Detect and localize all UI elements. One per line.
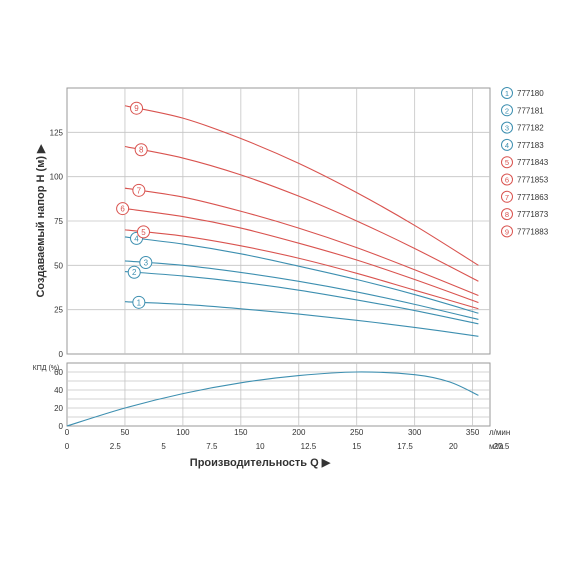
legend-marker-label: 1 <box>505 89 509 98</box>
x-tick-label-m3h: 17.5 <box>397 442 413 451</box>
x-tick-label-m3h: 5 <box>161 442 166 451</box>
curve-marker-5 <box>136 225 150 239</box>
head-y-tick-label: 0 <box>59 350 64 359</box>
legend-item-label: 777180 <box>517 89 544 98</box>
legend-item-label: 7771863 <box>517 193 549 202</box>
curve-marker-1 <box>132 295 146 309</box>
legend-marker-5 <box>501 156 513 169</box>
x-tick-label-lpm: 0 <box>65 428 70 437</box>
efficiency-plot-area <box>66 362 491 427</box>
legend-item-label: 7771853 <box>517 176 549 185</box>
head-y-tick-label: 125 <box>50 128 64 137</box>
x-axis-title: Производительность Q ▶ <box>190 457 331 469</box>
head-curve-9 <box>124 105 479 266</box>
x-tick-label-lpm: 250 <box>350 428 364 437</box>
head-curve-8 <box>124 145 479 282</box>
head-y-tick-label: 75 <box>54 217 63 226</box>
head-y-tick-label: 100 <box>50 173 64 182</box>
curve-marker-label: 2 <box>132 268 137 277</box>
legend-item-label: 7771873 <box>517 210 549 219</box>
legend-marker-label: 5 <box>505 158 509 167</box>
curve-marker-9 <box>130 101 144 115</box>
legend-marker-7 <box>501 190 513 203</box>
curve-marker-8 <box>134 143 148 157</box>
efficiency-y-tick-label: 40 <box>54 386 63 395</box>
efficiency-y-tick-label: 60 <box>54 368 63 377</box>
legend-marker-label: 2 <box>505 106 509 115</box>
head-curve-2 <box>124 270 479 325</box>
efficiency-y-tick-label: 0 <box>59 422 64 431</box>
curve-marker-label: 1 <box>137 298 142 307</box>
legend-marker-8 <box>501 208 513 221</box>
curve-marker-label: 4 <box>134 234 139 243</box>
x-tick-label-lpm: 200 <box>292 428 306 437</box>
x-unit-m3h-label: м³/ч <box>489 442 504 451</box>
head-curve-7 <box>124 187 479 296</box>
curve-marker-label: 5 <box>141 228 146 237</box>
head-curve-5 <box>124 229 479 310</box>
curve-marker-7 <box>132 183 146 197</box>
x-tick-label-lpm: 150 <box>234 428 248 437</box>
head-curve-6 <box>124 208 479 304</box>
curve-marker-label: 9 <box>134 104 139 113</box>
legend-item-label: 777181 <box>517 106 544 115</box>
head-curve-1 <box>124 301 479 337</box>
efficiency-curve <box>66 371 479 427</box>
legend-marker-9 <box>501 225 513 238</box>
x-tick-label-m3h: 2.5 <box>110 442 122 451</box>
legend-marker-label: 8 <box>505 210 509 219</box>
legend-marker-label: 7 <box>505 193 509 202</box>
x-tick-label-lpm: 350 <box>466 428 480 437</box>
curve-marker-label: 6 <box>120 205 125 214</box>
x-tick-label-m3h: 0 <box>65 442 70 451</box>
legend-marker-2 <box>501 104 513 117</box>
head-y-tick-label: 50 <box>54 261 63 270</box>
curve-marker-label: 7 <box>137 186 142 195</box>
legend-marker-label: 4 <box>505 141 509 150</box>
curve-marker-label: 8 <box>139 146 144 155</box>
curve-marker-label: 3 <box>144 258 149 267</box>
x-unit-lpm-label: л/мин <box>489 428 510 437</box>
x-tick-label-lpm: 50 <box>120 428 129 437</box>
efficiency-y-axis-title: КПД (%) <box>33 365 60 372</box>
head-curve-4 <box>124 236 479 314</box>
curve-marker-3 <box>139 255 153 269</box>
x-tick-label-m3h: 12.5 <box>301 442 317 451</box>
legend-marker-6 <box>501 173 513 186</box>
legend-marker-3 <box>501 121 513 134</box>
curves-layer <box>66 105 479 427</box>
legend-item-label: 7771843 <box>517 158 549 167</box>
x-tick-label-m3h: 20 <box>449 442 458 451</box>
legend-marker-label: 6 <box>505 176 509 185</box>
head-y-tick-label: 25 <box>54 306 63 315</box>
efficiency-y-tick-label: 20 <box>54 404 63 413</box>
curve-marker-6 <box>116 202 130 216</box>
legend-item-label: 777183 <box>517 141 544 150</box>
x-tick-label-m3h: 7.5 <box>206 442 218 451</box>
legend-item-label: 777182 <box>517 124 544 133</box>
grid-lines <box>67 88 490 426</box>
x-tick-label-m3h: 22.5 <box>494 442 510 451</box>
head-y-axis-title: Создаваемый напор H (м) ▶ <box>35 144 47 298</box>
x-tick-label-lpm: 300 <box>408 428 422 437</box>
legend-marker-1 <box>501 87 513 99</box>
x-tick-label-lpm: 100 <box>176 428 190 437</box>
x-tick-label-m3h: 10 <box>256 442 265 451</box>
legend-item-label: 7771883 <box>517 227 549 236</box>
head-curve-3 <box>124 260 479 320</box>
x-tick-label-m3h: 15 <box>352 442 361 451</box>
legend-marker-4 <box>501 138 513 151</box>
legend-marker-label: 3 <box>505 124 509 133</box>
legend-marker-label: 9 <box>505 227 509 236</box>
curve-marker-2 <box>127 265 141 279</box>
